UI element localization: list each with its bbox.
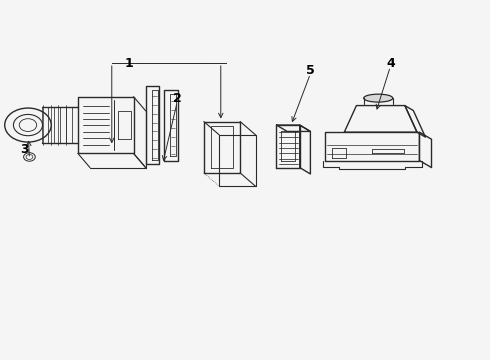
Text: 4: 4 [386, 57, 395, 69]
Text: 3: 3 [20, 143, 29, 156]
Text: 1: 1 [124, 57, 133, 69]
Text: 5: 5 [306, 64, 315, 77]
Ellipse shape [364, 94, 393, 102]
Text: 2: 2 [173, 92, 182, 105]
